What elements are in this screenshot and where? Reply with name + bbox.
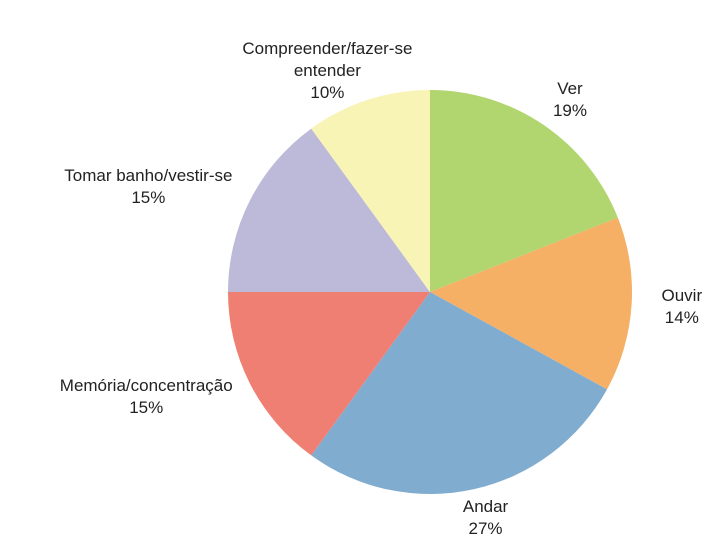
pie-slice	[430, 217, 633, 390]
pie-slice	[228, 292, 430, 456]
value-label: 10%	[310, 83, 345, 103]
category-label: Ouvir	[661, 285, 703, 305]
value-label: 27%	[468, 519, 503, 539]
slice-label: Memória/concentração 15%	[60, 375, 233, 419]
category-label: Andar	[462, 497, 509, 517]
slice-label: Ver 19%	[553, 78, 587, 122]
pie-slice	[311, 292, 608, 495]
category-label: Tomar banho/vestir-se	[64, 165, 233, 185]
category-label: Memória/concentração	[59, 376, 233, 396]
slice-label: Compreender/fazer-se entender 10%	[227, 38, 427, 104]
pie-slice	[430, 90, 618, 292]
pie-slice	[228, 128, 430, 292]
value-label: 15%	[131, 187, 166, 207]
slice-label: Ouvir 14%	[661, 285, 702, 329]
pie-slice	[311, 90, 430, 292]
category-label: Ver	[557, 79, 583, 99]
category-label: Compreender/fazer-se entender	[242, 39, 413, 81]
value-label: 15%	[129, 398, 164, 418]
value-label: 14%	[664, 307, 699, 327]
value-label: 19%	[552, 101, 587, 121]
slice-label: Andar 27%	[463, 496, 508, 540]
slice-label: Tomar banho/vestir-se 15%	[64, 165, 232, 209]
